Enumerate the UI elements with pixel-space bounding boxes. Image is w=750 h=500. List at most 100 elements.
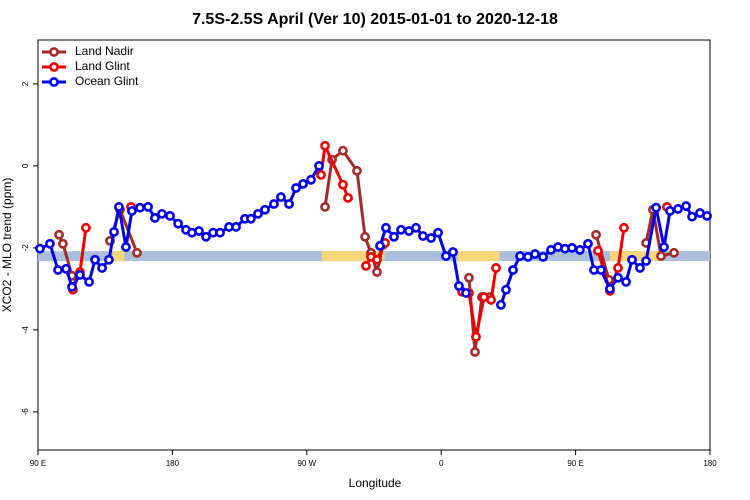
point (515, 251, 525, 261)
point (448, 247, 458, 257)
point (150, 213, 160, 223)
legend-marker (49, 77, 59, 87)
point (372, 254, 382, 265)
legend-label: Land Nadir (75, 44, 134, 58)
legend-marker (49, 62, 59, 72)
y-tick-label: -4 (21, 326, 30, 334)
point (567, 242, 577, 253)
legend-label: Ocean Glint (75, 74, 139, 88)
point (418, 231, 428, 241)
x-tick-label: 180 (703, 459, 717, 468)
point (491, 263, 501, 273)
point (621, 276, 631, 287)
point (84, 276, 94, 287)
point (104, 254, 114, 265)
point (471, 331, 481, 342)
point (298, 179, 308, 189)
point (338, 179, 348, 190)
point (67, 281, 77, 292)
point (143, 201, 153, 212)
point (464, 272, 474, 283)
point (127, 206, 137, 216)
series-line (73, 146, 667, 337)
legend-label: Land Glint (75, 59, 130, 73)
point (75, 270, 85, 280)
point (260, 204, 270, 215)
point (501, 284, 511, 295)
point (314, 160, 324, 171)
point (635, 263, 645, 273)
point (121, 242, 131, 252)
x-tick-label: 90 E (567, 459, 583, 468)
point (109, 226, 119, 237)
point (97, 263, 107, 273)
point (530, 249, 540, 259)
point (433, 227, 443, 238)
y-tick-label: 0 (21, 163, 30, 168)
x-tick-label: 90 E (30, 459, 46, 468)
x-tick-label: 180 (166, 459, 180, 468)
point (338, 145, 348, 156)
point (508, 265, 518, 275)
point (659, 242, 669, 252)
point (173, 218, 183, 229)
point (605, 283, 615, 294)
point (593, 245, 603, 256)
point (470, 347, 480, 357)
point (135, 202, 145, 213)
point (656, 251, 666, 261)
point (360, 231, 370, 242)
point (61, 263, 71, 274)
point (575, 245, 585, 255)
point (54, 229, 64, 240)
point (194, 226, 204, 236)
point (627, 254, 637, 265)
point (114, 201, 124, 212)
point (454, 281, 464, 291)
point (702, 210, 712, 221)
point (53, 265, 63, 275)
point (361, 261, 371, 271)
point (613, 263, 623, 273)
point (375, 240, 385, 251)
point (284, 199, 294, 209)
point (641, 256, 651, 266)
x-tick-label: 90 W (297, 459, 316, 468)
point (441, 251, 451, 261)
y-axis-label: XCO2 - MLO trend (ppm) (0, 178, 14, 313)
series-line (39, 165, 708, 306)
point (411, 222, 421, 233)
point (461, 288, 471, 298)
point (619, 222, 629, 233)
plot-frame (37, 39, 711, 451)
y-tick-label: -6 (21, 408, 30, 416)
point (687, 211, 697, 222)
x-axis-label: Longitude (349, 476, 402, 490)
chart-title: 7.5S-2.5S April (Ver 10) 2015-01-01 to 2… (192, 11, 558, 28)
point (426, 233, 436, 243)
point (486, 295, 496, 305)
point (316, 169, 326, 180)
point (253, 208, 263, 219)
point (396, 224, 406, 235)
point (538, 251, 548, 262)
point (591, 229, 601, 240)
point (613, 272, 623, 283)
point (372, 267, 382, 277)
point (246, 213, 256, 224)
point (665, 206, 675, 216)
legend-marker (49, 47, 59, 57)
y-tick-label: -2 (21, 244, 30, 252)
point (389, 231, 399, 242)
point (58, 238, 68, 249)
point (596, 265, 606, 275)
point (352, 165, 362, 176)
point (90, 254, 100, 265)
point (343, 192, 353, 203)
point (215, 227, 225, 238)
y-tick-label: 2 (21, 81, 30, 86)
point (381, 222, 391, 233)
point (132, 247, 142, 258)
point (681, 201, 692, 211)
